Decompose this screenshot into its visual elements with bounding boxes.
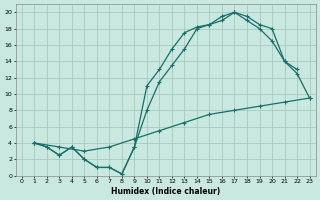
X-axis label: Humidex (Indice chaleur): Humidex (Indice chaleur) xyxy=(111,187,220,196)
